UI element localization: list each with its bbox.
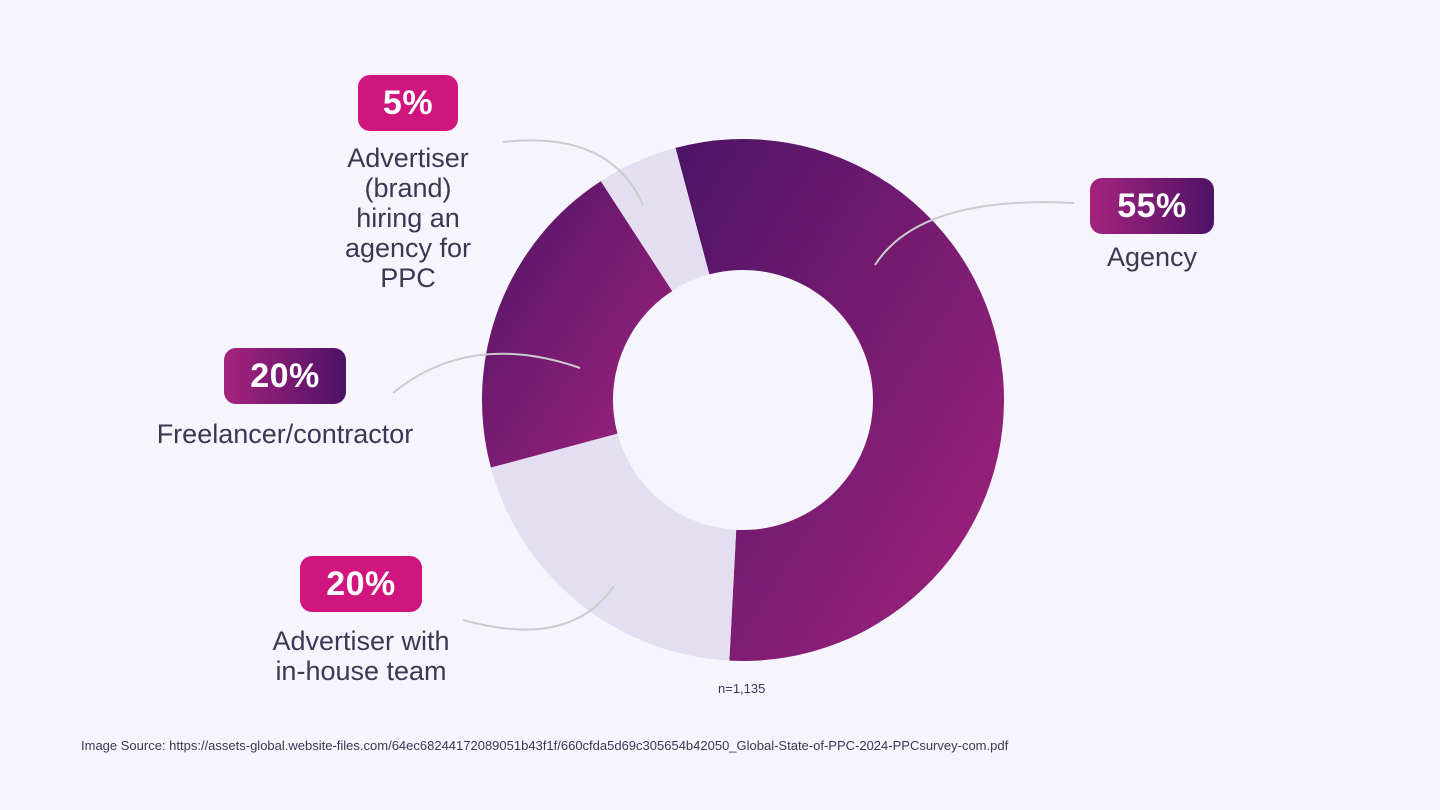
brand-label-line: (brand)	[364, 173, 452, 203]
leader-line-agency	[874, 201, 1075, 266]
slice-brand	[600, 147, 710, 291]
slice-agency	[675, 139, 1005, 662]
image-source-note: Image Source: https://assets-global.webs…	[81, 738, 1009, 753]
slice-freelancer	[481, 181, 673, 468]
brand-label-line: hiring an	[356, 203, 460, 233]
inhouse-label-line: Advertiser with	[272, 626, 450, 656]
brand-label-line: Advertiser	[347, 143, 469, 173]
agency-percent-badge: 55%	[1090, 178, 1214, 234]
brand-percent-badge: 5%	[358, 75, 458, 131]
brand-label-line: PPC	[380, 263, 436, 293]
brand-label-line: agency for	[344, 233, 472, 263]
sample-size-note: n=1,135	[718, 681, 766, 696]
freelancer-percent-badge: 20%	[224, 348, 346, 404]
brand-label: Advertiser (brand) hiring an agency for …	[318, 143, 498, 293]
inhouse-label-line: in-house team	[275, 656, 447, 686]
inhouse-percent-badge: 20%	[300, 556, 422, 612]
leader-line-brand	[502, 139, 644, 206]
slice-inhouse	[490, 433, 737, 661]
freelancer-label: Freelancer/contractor	[156, 419, 414, 449]
leader-line-freelancer	[392, 352, 581, 394]
leader-line-inhouse	[462, 585, 615, 631]
inhouse-label: Advertiser with in-house team	[250, 626, 472, 686]
agency-label: Agency	[1106, 242, 1198, 272]
